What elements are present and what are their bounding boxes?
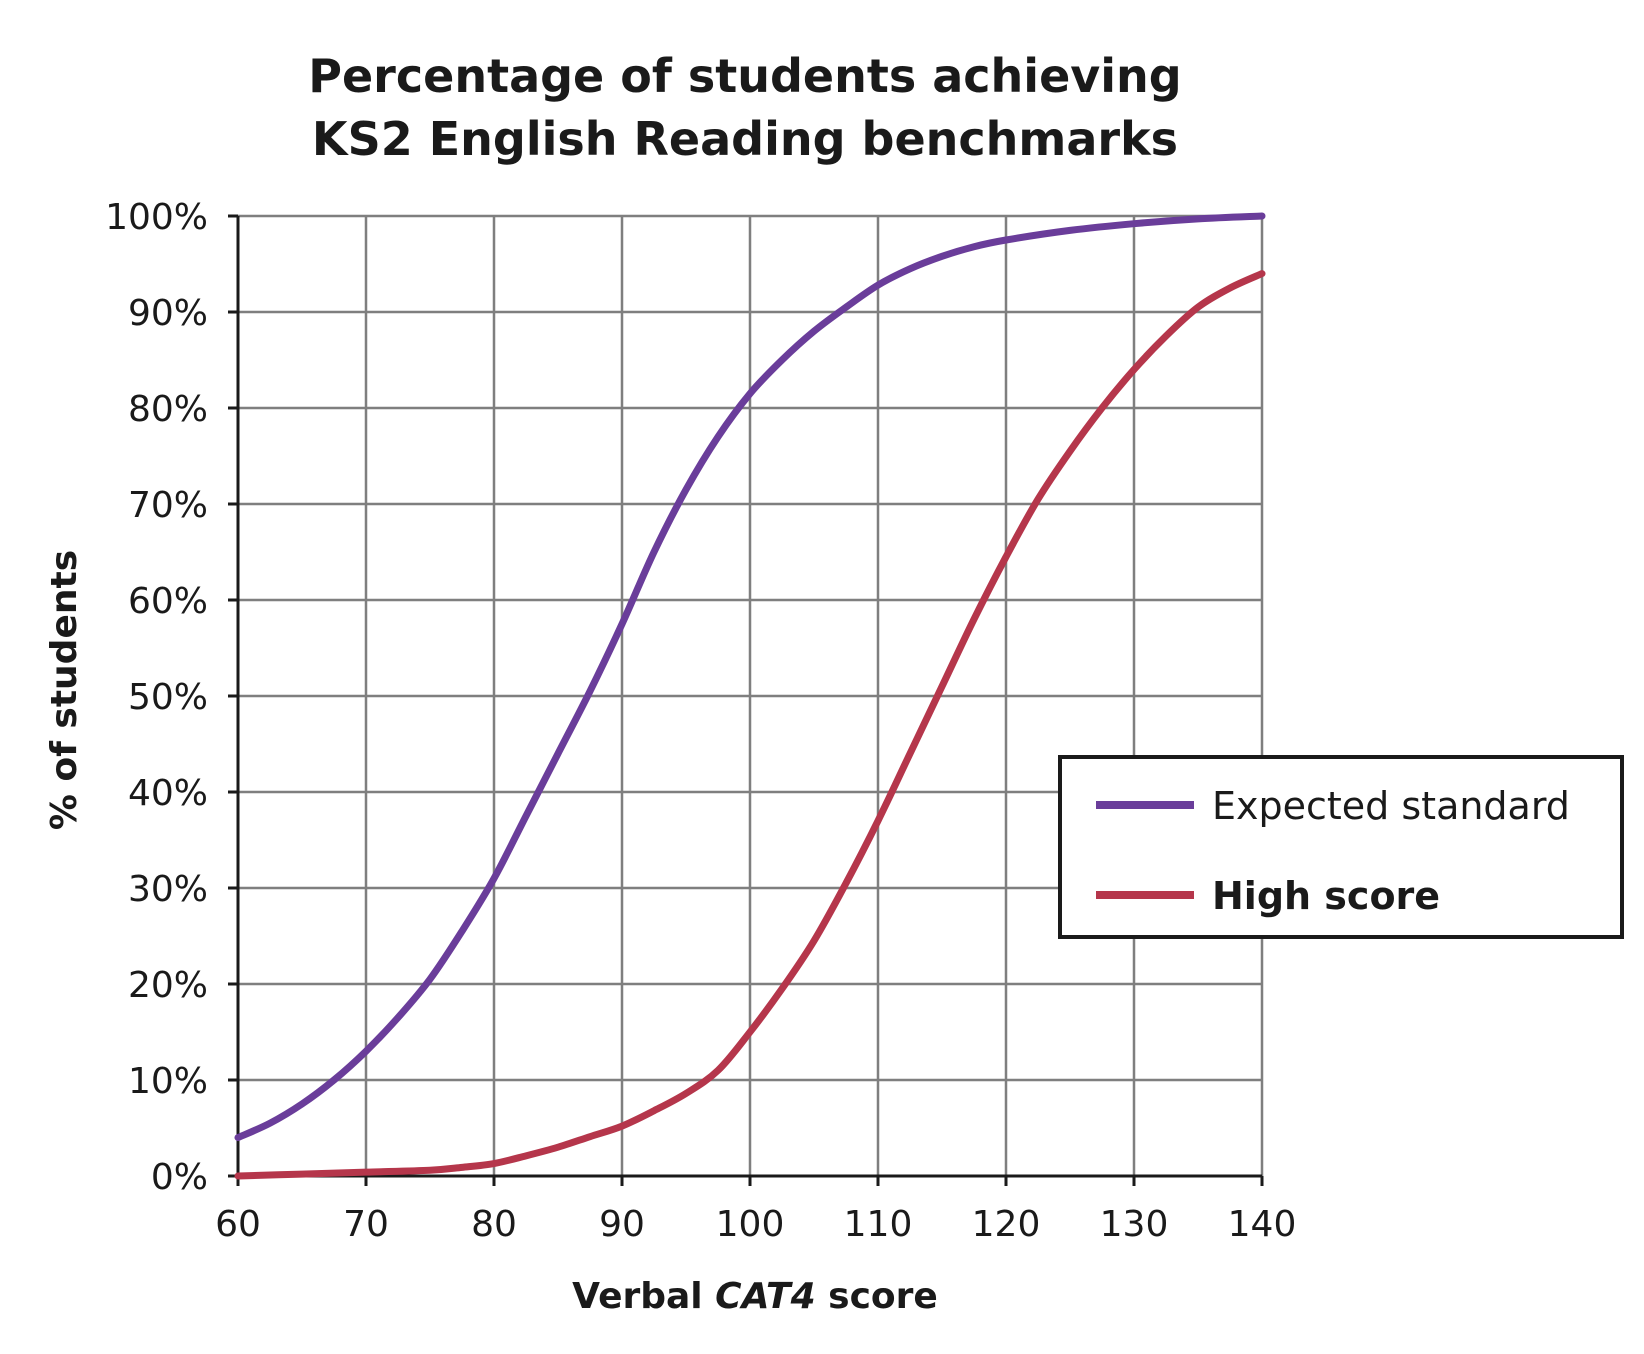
y-tick-label-80: 80% (128, 389, 208, 430)
x-tick-label-80: 80 (471, 1204, 517, 1245)
y-tick-label-20: 20% (128, 965, 208, 1006)
legend-box (1058, 755, 1624, 939)
legend-label-expected-standard: Expected standard (1212, 784, 1570, 828)
y-tick-label-70: 70% (128, 485, 208, 526)
x-axis-label: Verbal CAT4 score (572, 1276, 938, 1317)
tick-labels: 60 70 80 90 100 110 120 130 140 0% 10% 20% 30% 40% 50%… (105, 197, 1296, 1245)
y-tick-label-40: 40% (128, 773, 208, 814)
y-tick-label-0: 0% (151, 1157, 208, 1198)
chart-title-line-1: Percentage of students achieving (308, 49, 1181, 103)
series-line-high-score (234, 270, 1266, 1180)
x-axis-label-part-1: CAT4 (715, 1276, 815, 1317)
x-tick-label-110: 110 (844, 1204, 913, 1245)
x-tick-label-140: 140 (1228, 1204, 1297, 1245)
legend-label-high-score: High score (1212, 874, 1440, 918)
x-axis-label-part-0: Verbal (572, 1276, 715, 1317)
x-tick-label-70: 70 (343, 1204, 389, 1245)
y-tick-label-90: 90% (128, 293, 208, 334)
series-line-expected-standard (234, 212, 1266, 1142)
y-tick-label-10: 10% (128, 1061, 208, 1102)
y-axis-label: % of students (44, 550, 85, 830)
y-tick-label-60: 60% (128, 581, 208, 622)
x-tick-label-100: 100 (716, 1204, 785, 1245)
x-axis-label-part-2: score (816, 1276, 938, 1317)
legend: Expected standard High score (1058, 755, 1624, 939)
grid (238, 214, 1264, 1176)
series-lines (234, 212, 1266, 1180)
x-tick-label-60: 60 (215, 1204, 261, 1245)
axes (228, 214, 1264, 1186)
y-tick-label-50: 50% (128, 677, 208, 718)
y-tick-label-100: 100% (105, 197, 208, 238)
y-tick-label-30: 30% (128, 869, 208, 910)
chart-title-line-2: KS2 English Reading benchmarks (312, 112, 1178, 166)
x-tick-label-130: 130 (1100, 1204, 1169, 1245)
x-tick-label-90: 90 (599, 1204, 645, 1245)
x-tick-label-120: 120 (972, 1204, 1041, 1245)
